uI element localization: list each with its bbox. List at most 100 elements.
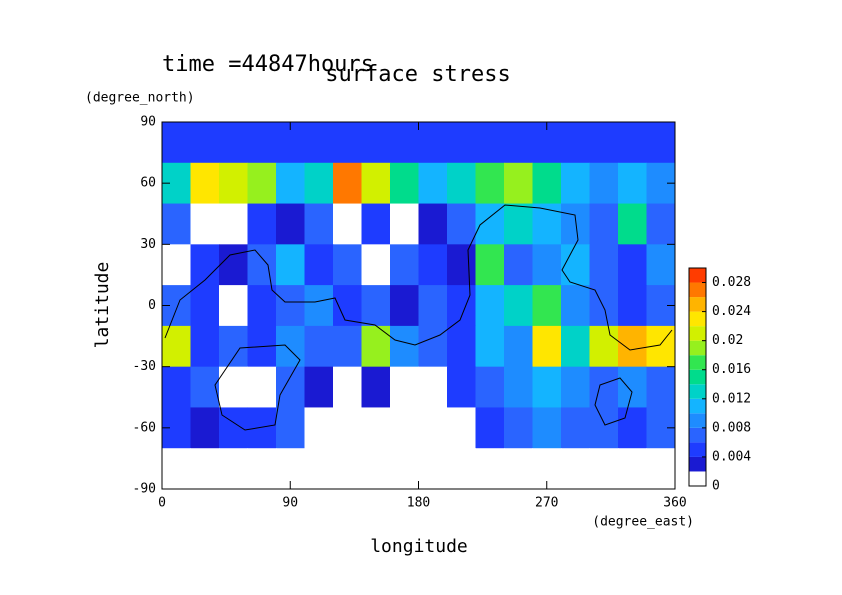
cell: [475, 366, 505, 408]
cell: [247, 122, 277, 164]
y-tick-label: -60: [133, 420, 156, 435]
cell: [219, 162, 248, 205]
colorbar-frame: [688, 267, 707, 487]
y-tick-label: 30: [140, 237, 156, 252]
cell: [333, 244, 362, 286]
colorbar-bin: [689, 340, 706, 356]
cell: [532, 366, 562, 408]
cell: [589, 122, 619, 164]
cell: [618, 162, 647, 205]
cell: [361, 407, 391, 449]
cell: [447, 407, 476, 449]
cell: [504, 407, 533, 449]
cell: [504, 122, 533, 164]
cell: [333, 366, 362, 408]
cell: [390, 244, 419, 286]
coastline: [164, 204, 673, 351]
cell: [333, 407, 362, 449]
cell: [418, 244, 448, 286]
cell: [304, 407, 334, 449]
cell: [190, 244, 220, 286]
cell: [418, 407, 448, 449]
cell: [532, 407, 562, 449]
colorbar-bin: [689, 456, 706, 472]
cell: [561, 285, 590, 327]
cell: [361, 325, 391, 368]
x-tick-label: 0: [158, 496, 166, 511]
y-axis-label: latitude: [92, 262, 113, 349]
cell: [589, 162, 619, 205]
cell: [276, 407, 305, 449]
cell: [219, 407, 248, 449]
cell: [190, 448, 220, 490]
cell: [447, 285, 476, 327]
cell: [162, 122, 191, 164]
cell: [219, 366, 248, 408]
cell: [418, 203, 448, 245]
cell: [361, 203, 391, 245]
cell: [618, 244, 647, 286]
cell: [276, 244, 305, 286]
cell: [162, 366, 191, 408]
colorbar-bin: [689, 369, 706, 385]
cell: [504, 285, 533, 327]
cell: [361, 244, 391, 286]
colorbar-tick-label: 0.02: [712, 333, 743, 348]
colorbar-bin: [689, 427, 706, 443]
cell: [418, 366, 448, 408]
cell: [475, 162, 505, 205]
cell: [418, 448, 448, 490]
axes: 0 90 180 270 360 -90 -60 -30 0 30 60 90 0 0.004 0.008 0…: [133, 115, 752, 511]
cell: [475, 285, 505, 327]
cell: [618, 122, 647, 164]
y-tick-label: 0: [148, 298, 156, 313]
cell: [589, 407, 619, 449]
colorbar-tick-label: 0.016: [712, 362, 751, 377]
cell: [504, 366, 533, 408]
x-axis-label: longitude: [370, 536, 468, 557]
cell: [219, 285, 248, 327]
cell: [504, 448, 533, 490]
cell: [475, 325, 505, 368]
cell: [646, 366, 676, 408]
cell: [304, 366, 334, 408]
cell: [646, 448, 676, 490]
cell: [333, 162, 362, 205]
cell: [333, 325, 362, 368]
x-tick-label: 90: [282, 496, 298, 511]
y-unit: (degree_north): [85, 91, 195, 106]
cell: [390, 325, 419, 368]
cell: [304, 325, 334, 368]
cell: [390, 122, 419, 164]
cell: [219, 203, 248, 245]
cell: [190, 285, 220, 327]
cell: [618, 448, 647, 490]
colorbar-bin: [689, 413, 706, 428]
chart-title: surface stress: [325, 62, 510, 87]
colorbar-bin: [689, 326, 706, 341]
y-tick-label: 90: [140, 115, 156, 130]
colorbar-bin: [689, 297, 706, 312]
x-unit: (degree_east): [592, 515, 694, 530]
cell: [190, 122, 220, 164]
cell: [646, 203, 676, 245]
cell: [219, 448, 248, 490]
cell: [418, 162, 448, 205]
cell: [504, 325, 533, 368]
colorbar-bin: [689, 384, 706, 399]
cell: [361, 448, 391, 490]
cell: [561, 448, 590, 490]
cell: [304, 203, 334, 245]
cell: [247, 285, 277, 327]
cell: [276, 162, 305, 205]
colorbar-bin: [689, 282, 706, 298]
cell: [304, 122, 334, 164]
colorbar-tick-label: 0: [712, 479, 720, 494]
cell: [361, 122, 391, 164]
cell: [618, 407, 647, 449]
cell: [304, 244, 334, 286]
cell: [247, 203, 277, 245]
cell: [390, 285, 419, 327]
colorbar-tick-label: 0.004: [712, 449, 751, 464]
colorbar-bin: [689, 398, 706, 414]
